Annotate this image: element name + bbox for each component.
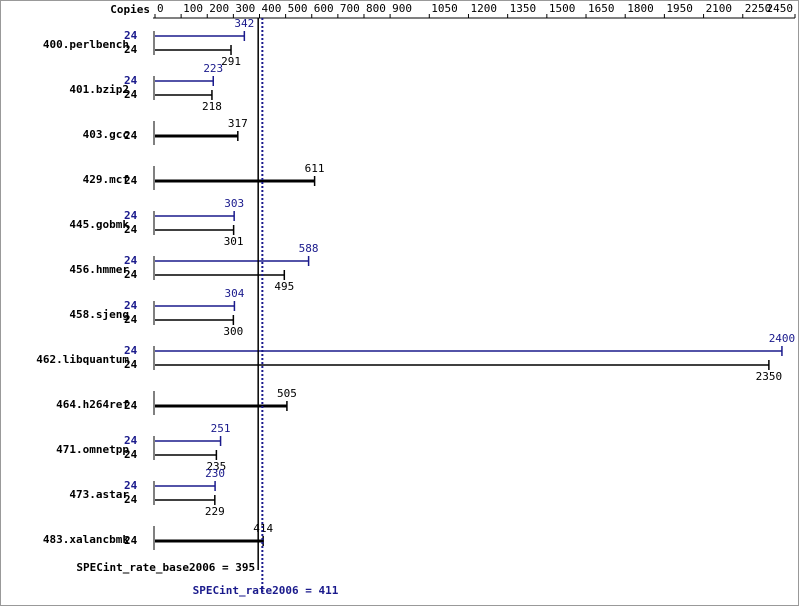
copies: 24	[124, 479, 138, 492]
x-tick-label: 1200	[470, 2, 497, 15]
value-label: 251	[211, 422, 231, 435]
value-label: 229	[205, 505, 225, 518]
benchmark-name: 471.omnetpp	[56, 443, 129, 456]
copies: 24	[124, 129, 138, 142]
x-tick-label: 200	[209, 2, 229, 15]
value-label: 304	[224, 287, 244, 300]
value-label: 495	[274, 280, 294, 293]
benchmark-name: 458.sjeng	[69, 308, 129, 321]
x-tick-label: 1050	[431, 2, 458, 15]
value-label: 611	[305, 162, 325, 175]
value-label: 342	[234, 17, 254, 30]
benchmark-name: 456.hmmer	[69, 263, 129, 276]
x-tick-label: 2450	[767, 2, 794, 15]
value-label: 317	[228, 117, 248, 130]
value-label: 2400	[769, 332, 796, 345]
copies: 24	[124, 358, 138, 371]
value-label: 303	[224, 197, 244, 210]
benchmark-name: 403.gcc	[83, 128, 129, 141]
x-tick-label: 800	[366, 2, 386, 15]
value-label: 300	[223, 325, 243, 338]
x-tick-label: 600	[314, 2, 334, 15]
x-tick-label: 1800	[627, 2, 654, 15]
benchmark-name: 462.libquantum	[36, 353, 129, 366]
copies: 24	[124, 534, 138, 547]
benchmark-name: 464.h264ref	[56, 398, 129, 411]
x-tick-label: 1350	[510, 2, 537, 15]
x-tick-label: 700	[340, 2, 360, 15]
value-label: 291	[221, 55, 241, 68]
benchmark-name: 429.mcf	[83, 173, 129, 186]
value-label: 588	[299, 242, 319, 255]
x-tick-label: 0	[157, 2, 164, 15]
copies: 24	[124, 399, 138, 412]
x-tick-label: 100	[183, 2, 203, 15]
x-tick-label: 400	[261, 2, 281, 15]
copies: 24	[124, 43, 138, 56]
value-label: 301	[224, 235, 244, 248]
copies-header: Copies	[110, 3, 150, 16]
x-tick-label: 2250	[745, 2, 772, 15]
x-tick-label: 500	[288, 2, 308, 15]
copies: 24	[124, 209, 138, 222]
x-tick-label: 1950	[666, 2, 693, 15]
copies: 24	[124, 74, 138, 87]
value-label: 218	[202, 100, 222, 113]
x-tick-label: 900	[392, 2, 412, 15]
benchmark-name: 483.xalancbmk	[43, 533, 129, 546]
value-label: 230	[205, 467, 225, 480]
copies: 24	[124, 344, 138, 357]
copies: 24	[124, 299, 138, 312]
base-metric-label: SPECint_rate_base2006 = 395	[76, 561, 255, 574]
value-label: 2350	[756, 370, 783, 383]
peak-metric-label: SPECint_rate2006 = 411	[193, 584, 339, 597]
x-tick-label: 1500	[549, 2, 576, 15]
copies: 24	[124, 174, 138, 187]
x-tick-label: 1650	[588, 2, 615, 15]
copies: 24	[124, 448, 138, 461]
x-tick-label: 2100	[706, 2, 733, 15]
value-label: 223	[203, 62, 223, 75]
copies: 24	[124, 254, 138, 267]
benchmark-name: 401.bzip2	[69, 83, 129, 96]
copies: 24	[124, 88, 138, 101]
copies: 24	[124, 29, 138, 42]
copies: 24	[124, 268, 138, 281]
copies: 24	[124, 434, 138, 447]
benchmark-name: 445.gobmk	[69, 218, 129, 231]
copies: 24	[124, 493, 138, 506]
copies: 24	[124, 313, 138, 326]
copies: 24	[124, 223, 138, 236]
benchmark-name: 473.astar	[69, 488, 129, 501]
value-label: 505	[277, 387, 297, 400]
value-label: 235	[206, 460, 226, 473]
x-tick-label: 300	[235, 2, 255, 15]
benchmark-name: 400.perlbench	[43, 38, 129, 51]
